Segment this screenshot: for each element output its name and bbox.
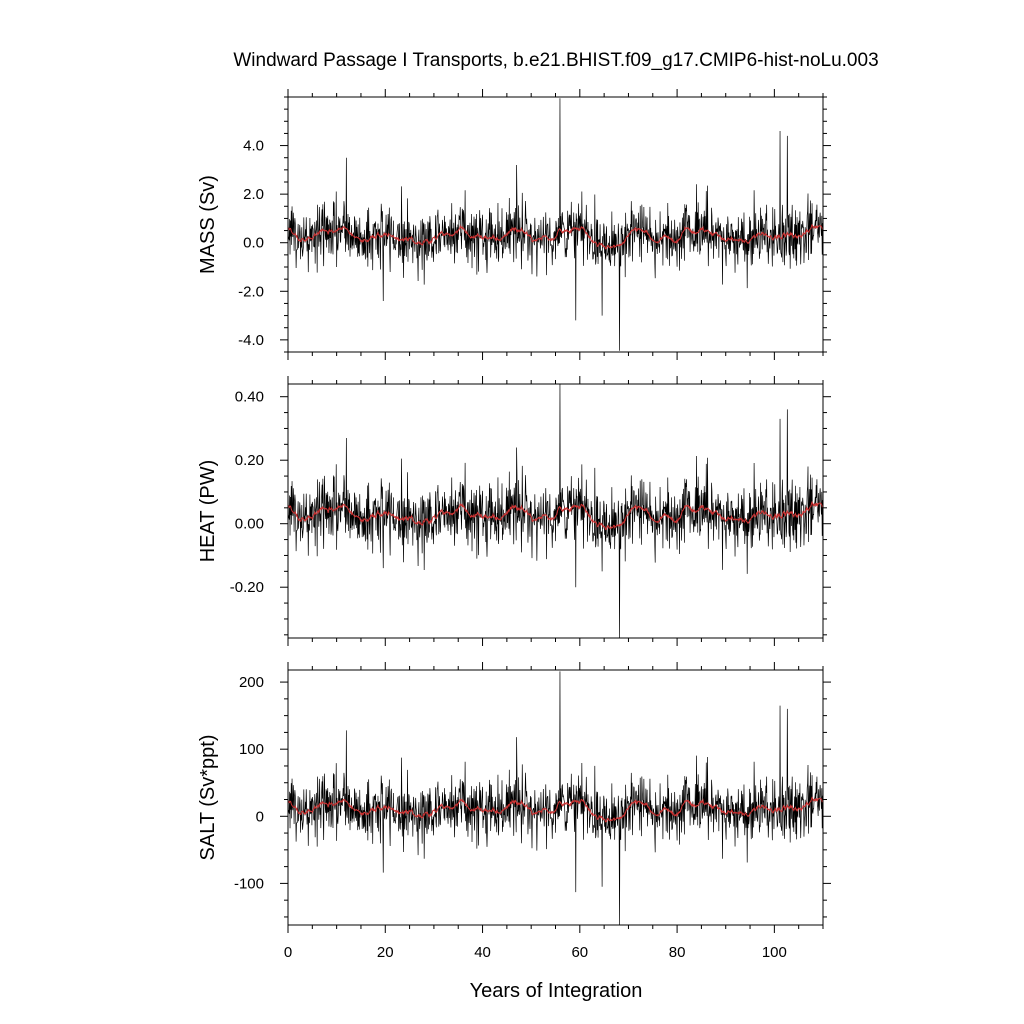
x-tick-label: 0 (284, 944, 292, 961)
panel-3: -100 0 100 200 SALT (Sv*ppt) (197, 662, 831, 933)
y-tick-label: 0 (256, 808, 264, 825)
y-tick-label: -0.20 (230, 579, 264, 596)
y-tick-label: 100 (239, 741, 264, 758)
x-tick-label: 20 (377, 944, 394, 961)
x-tick-label: 40 (474, 944, 491, 961)
x-tick-label: 100 (762, 944, 787, 961)
y-tick-label: -2.0 (238, 283, 264, 300)
y-tick-label: 0.20 (235, 452, 264, 469)
y-tick-label: 200 (239, 674, 264, 691)
panels: -4.0 -2.0 0.0 2.0 4.0 MASS (Sv) -0.20 0.00 0.20 0… (197, 89, 831, 961)
series-raw-panel-2 (287, 383, 823, 639)
y-tick-label: 0.40 (235, 389, 264, 406)
y-tick-label: 0.0 (243, 235, 264, 252)
y-tick-label: 2.0 (243, 186, 264, 203)
x-tick-label: 60 (571, 944, 588, 961)
y-axis-label: SALT (Sv*ppt) (197, 735, 219, 861)
y-tick-label: -100 (234, 875, 264, 892)
x-tick-label: 80 (669, 944, 686, 961)
x-axis-label: Years of Integration (470, 980, 643, 1002)
panel-2: -0.20 0.00 0.20 0.40 HEAT (PW) (197, 376, 831, 646)
panel-1: -4.0 -2.0 0.0 2.0 4.0 MASS (Sv) (197, 89, 831, 360)
chart-title: Windward Passage I Transports, b.e21.BHI… (233, 50, 878, 71)
series-smooth-panel-1 (287, 223, 823, 250)
series-smooth-panel-2 (287, 500, 823, 531)
series-raw-panel-1 (287, 98, 823, 351)
y-axis-label: MASS (Sv) (197, 175, 219, 274)
y-axis-label: HEAT (PW) (197, 460, 219, 563)
series-smooth-panel-3 (287, 796, 823, 823)
y-tick-label: 4.0 (243, 138, 264, 155)
y-tick-label: -4.0 (238, 332, 264, 349)
y-tick-label: 0.00 (235, 516, 264, 533)
series-raw-panel-3 (287, 671, 823, 926)
